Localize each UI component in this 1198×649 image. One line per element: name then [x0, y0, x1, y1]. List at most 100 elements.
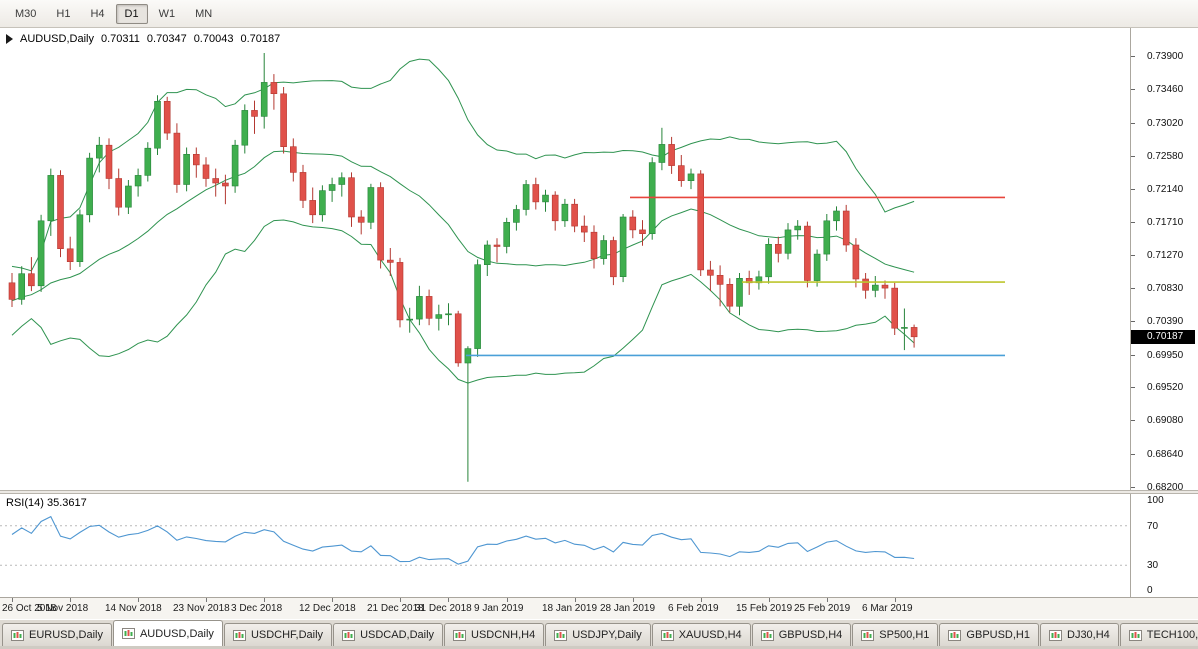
chart-icon: [232, 629, 246, 641]
chart-icon: [1049, 629, 1062, 641]
tab-label: USDCAD,Daily: [360, 629, 435, 641]
date-axis-label: 9 Jan 2019: [474, 603, 524, 614]
price-tick: [1131, 387, 1135, 388]
date-tick: [507, 598, 508, 602]
tab-audusd-daily[interactable]: AUDUSD,Daily: [112, 620, 223, 646]
price-axis-label: 0.73020: [1147, 118, 1184, 129]
date-tick: [895, 598, 896, 602]
rsi-axis-label: 70: [1147, 521, 1159, 532]
date-tick: [448, 598, 449, 602]
tab-eurusd-daily[interactable]: EURUSD,Daily: [2, 623, 112, 646]
rsi-line: [11, 515, 915, 565]
price-chart[interactable]: [0, 28, 1130, 490]
price-axis-label: 0.69520: [1147, 382, 1184, 393]
timeframe-button-w1[interactable]: W1: [158, 7, 176, 20]
price-axis-label: 0.70390: [1147, 316, 1184, 327]
date-tick: [633, 598, 634, 602]
price-tick: [1131, 288, 1135, 289]
timeframe-button-h4[interactable]: H4: [90, 7, 105, 20]
rsi-axis-label: 100: [1147, 495, 1164, 506]
rsi-indicator-label: RSI(14) 35.3617: [6, 497, 87, 509]
tab-label: USDCHF,Daily: [250, 629, 324, 641]
chart-close-value: 0.70187: [240, 33, 281, 45]
rsi-axis: 100 70 30 0: [1130, 494, 1198, 597]
chart-icon: [760, 629, 774, 641]
panel-splitter[interactable]: [0, 490, 1198, 494]
tab-label: XAUUSD,H4: [678, 629, 742, 641]
date-tick: [400, 598, 401, 602]
time-axis[interactable]: 26 Oct 2018 5 Nov 2018 14 Nov 2018 23 Nov 2…: [0, 597, 1198, 619]
price-tick: [1131, 189, 1135, 190]
horizontal-lines[interactable]: [466, 196, 1005, 357]
price-axis-label: 0.68200: [1147, 482, 1184, 493]
tab-tech100-h1[interactable]: TECH100,H1: [1119, 623, 1198, 646]
chart-icon: [453, 629, 467, 641]
tab-usdchf-daily[interactable]: USDCHF,Daily: [223, 623, 333, 646]
price-axis-label: 0.71710: [1147, 217, 1184, 228]
chart-tabbar: EURUSD,Daily AUDUSD,Daily USDCHF,Daily USDC…: [0, 619, 1198, 646]
price-tick: [1131, 156, 1135, 157]
tab-dj30-h4[interactable]: DJ30,H4: [1040, 623, 1119, 646]
tab-gbpusd-h1[interactable]: GBPUSD,H1: [939, 623, 1039, 646]
date-axis-label: 26 Oct 2018: [2, 603, 57, 614]
chart-marker-icon: [6, 34, 13, 44]
price-tick: [1131, 321, 1135, 322]
rsi-chart[interactable]: [0, 494, 1130, 597]
tab-usdjpy-daily[interactable]: USDJPY,Daily: [545, 623, 651, 646]
tab-label: USDJPY,Daily: [572, 629, 642, 641]
date-axis-label: 6 Feb 2019: [668, 603, 719, 614]
current-price-badge: 0.70187: [1131, 330, 1195, 344]
tab-xauusd-h4[interactable]: XAUUSD,H4: [651, 623, 751, 646]
timeframe-button-mn[interactable]: MN: [195, 7, 213, 20]
tab-label: GBPUSD,H4: [778, 629, 843, 641]
date-axis-label: 31 Dec 2018: [415, 603, 472, 614]
tab-gbpusd-h4[interactable]: GBPUSD,H4: [751, 623, 852, 646]
price-tick: [1131, 420, 1135, 421]
chart-icon: [554, 629, 568, 641]
chart-icon: [861, 629, 875, 641]
tab-sp500-h1[interactable]: SP500,H1: [852, 623, 939, 646]
date-tick: [138, 598, 139, 602]
chart-title: AUDUSD,Daily 0.70311 0.70347 0.70043 0.7…: [6, 33, 280, 45]
date-axis-label: 12 Dec 2018: [299, 603, 356, 614]
date-axis-label: 3 Dec 2018: [231, 603, 283, 614]
price-axis-label: 0.69080: [1147, 415, 1184, 426]
price-axis-label: 0.71270: [1147, 250, 1184, 261]
price-tick: [1131, 123, 1135, 124]
date-tick: [701, 598, 702, 602]
chart-icon: [948, 629, 962, 641]
bollinger-bands: [11, 58, 915, 384]
date-tick: [769, 598, 770, 602]
tab-label: TECH100,H1: [1146, 629, 1198, 641]
price-tick: [1131, 255, 1135, 256]
price-axis[interactable]: 0.73900 0.73460 0.73020 0.72580 0.72140 0.717…: [1130, 28, 1198, 493]
date-axis-label: 6 Mar 2019: [862, 603, 913, 614]
chart-icon: [342, 629, 356, 641]
date-axis-label: 25 Feb 2019: [794, 603, 851, 614]
date-axis-label: 21 Dec 2018: [367, 603, 424, 614]
chart-high-value: 0.70347: [146, 33, 187, 45]
rsi-axis-label: 30: [1147, 560, 1159, 571]
price-tick: [1131, 56, 1135, 57]
price-axis-label: 0.68640: [1147, 449, 1184, 460]
price-axis-label: 0.72140: [1147, 184, 1184, 195]
tab-label: SP500,H1: [879, 629, 930, 641]
timeframe-button-m30[interactable]: M30: [15, 7, 37, 20]
price-axis-label: 0.72580: [1147, 151, 1184, 162]
chart-open-value: 0.70311: [100, 33, 140, 45]
date-axis-label: 14 Nov 2018: [105, 603, 162, 614]
candles-layer: [8, 53, 918, 482]
tab-label: AUDUSD,Daily: [139, 627, 214, 640]
timeframe-button-h1[interactable]: H1: [56, 7, 71, 20]
price-axis-label: 0.73460: [1147, 84, 1184, 95]
timeframe-toolbar: M30 H1 H4 D1 W1 MN: [0, 0, 1198, 28]
chart-symbol-label: AUDUSD,Daily: [20, 33, 94, 45]
tab-usdcnh-h4[interactable]: USDCNH,H4: [444, 623, 545, 646]
date-axis-label: 28 Jan 2019: [600, 603, 656, 614]
tab-usdcad-daily[interactable]: USDCAD,Daily: [333, 623, 444, 646]
chart-icon: [11, 629, 24, 641]
price-axis-label: 0.73900: [1147, 51, 1184, 62]
chart-low-value: 0.70043: [193, 33, 234, 45]
date-tick: [575, 598, 576, 602]
timeframe-button-d1[interactable]: D1: [115, 3, 148, 24]
